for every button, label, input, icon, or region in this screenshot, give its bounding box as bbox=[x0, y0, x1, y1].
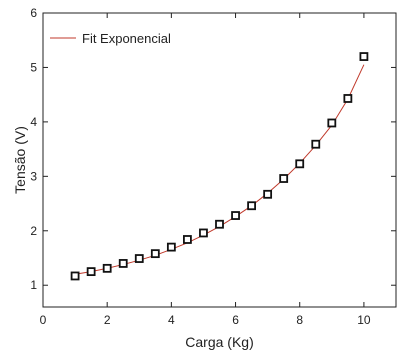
x-tick-label: 0 bbox=[40, 313, 47, 327]
y-tick-label: 4 bbox=[30, 115, 37, 129]
data-point bbox=[70, 271, 80, 281]
data-point bbox=[215, 219, 224, 229]
x-tick-label: 2 bbox=[104, 313, 111, 327]
data-point bbox=[134, 254, 144, 263]
data-point bbox=[359, 52, 369, 61]
y-axis-label: Tensão (V) bbox=[12, 126, 28, 194]
x-tick-label: 4 bbox=[168, 313, 175, 327]
x-tick-label: 6 bbox=[232, 313, 239, 327]
data-point bbox=[311, 139, 321, 149]
data-points-layer bbox=[70, 52, 369, 281]
y-tick-label: 2 bbox=[30, 224, 37, 238]
x-tick-label: 10 bbox=[357, 313, 371, 327]
data-point bbox=[102, 263, 112, 273]
data-point bbox=[86, 267, 96, 277]
data-point bbox=[263, 189, 273, 199]
y-tick-label: 5 bbox=[30, 60, 37, 74]
data-point bbox=[199, 228, 208, 238]
fit-exponencial-line bbox=[75, 64, 365, 275]
y-tick-label: 3 bbox=[30, 169, 37, 183]
legend: Fit Exponencial bbox=[50, 31, 171, 46]
x-axis-label: Carga (Kg) bbox=[185, 334, 253, 350]
data-point bbox=[150, 249, 160, 259]
data-point bbox=[295, 159, 305, 169]
data-point bbox=[118, 259, 128, 268]
data-point bbox=[247, 201, 256, 211]
data-point bbox=[279, 174, 289, 183]
legend-label: Fit Exponencial bbox=[82, 31, 171, 46]
x-tick-label: 8 bbox=[296, 313, 303, 327]
y-tick-label: 1 bbox=[30, 278, 37, 292]
data-point bbox=[327, 118, 337, 128]
data-point bbox=[343, 94, 353, 103]
y-tick-label: 6 bbox=[30, 6, 37, 20]
data-point bbox=[231, 211, 240, 220]
fit-curve-layer bbox=[75, 64, 365, 275]
data-point bbox=[166, 242, 176, 252]
plot-frame bbox=[42, 12, 397, 308]
data-point bbox=[183, 235, 192, 244]
